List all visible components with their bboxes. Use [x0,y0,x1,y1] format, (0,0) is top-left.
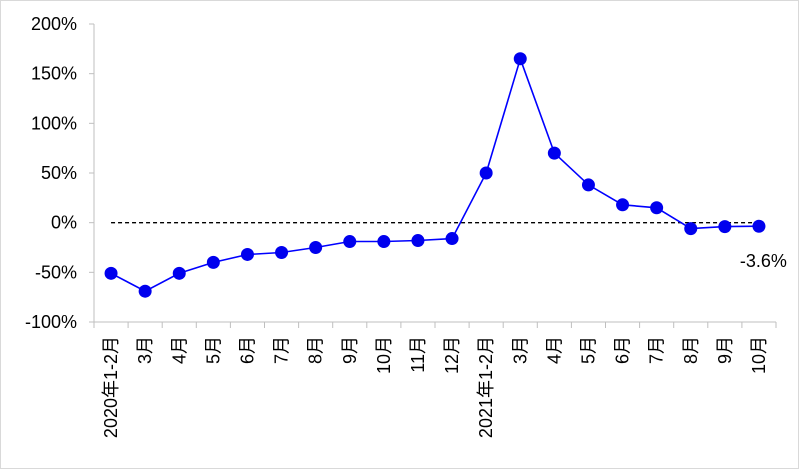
data-point [172,266,186,280]
data-point [752,219,766,233]
x-tick-label: 12月 [442,336,462,374]
y-tick-label: 200% [31,14,77,34]
data-point [650,201,664,215]
y-axis: -100% -50% 0% 50% 100% 150% 200% [25,14,95,332]
y-tick-label: 50% [41,163,77,183]
data-point [513,52,527,66]
data-point [138,284,152,298]
x-axis: 2020年1-2月 3月 4月 5月 6月 7月 8月 9月 10月 11月 12月 2021年1-2… [93,321,777,438]
y-tick-label: 0% [51,213,77,233]
data-point [240,247,254,261]
data-point [309,241,323,254]
x-tick-label: 2020年1-2月 [101,336,121,438]
y-tick-label: 100% [31,113,77,133]
data-point [479,166,493,180]
x-tick-label: 2021年1-2月 [476,336,496,438]
data-point [445,232,459,246]
series-line [110,56,760,293]
data-point [547,146,561,160]
data-point [104,266,118,280]
x-tick-label: 7月 [647,336,667,364]
x-tick-label: 9月 [340,336,360,364]
x-tick-label: 5月 [203,336,223,364]
x-tick-label: 3月 [135,336,155,364]
data-point [343,235,357,249]
y-tick-label: -100% [25,312,77,332]
x-tick-label: 7月 [272,336,292,364]
x-tick-label: 4月 [169,336,189,364]
data-point [684,222,698,236]
annotations: -3.6% [740,251,787,271]
data-point [377,235,391,249]
data-point [718,220,732,234]
x-tick-label: 6月 [613,336,633,364]
x-tick-label: 9月 [715,336,735,364]
data-point [411,234,425,248]
x-tick-label: 8月 [681,336,701,364]
x-tick-label: 10月 [374,336,394,374]
data-point [616,198,630,212]
y-tick-label: -50% [35,262,77,282]
data-point [275,245,289,259]
x-tick-label: 3月 [510,336,530,364]
y-tick-label: 150% [31,64,77,84]
x-tick-label: 5月 [578,336,598,364]
x-tick-label: 11月 [408,336,428,373]
x-tick-label: 6月 [237,336,257,364]
x-tick-label: 8月 [306,336,326,364]
x-tick-label: 4月 [544,336,564,364]
x-tick-label: 10月 [749,336,769,374]
data-point [581,178,595,192]
series-group [104,52,766,298]
data-point [206,255,220,269]
data-label: -3.6% [740,251,787,271]
